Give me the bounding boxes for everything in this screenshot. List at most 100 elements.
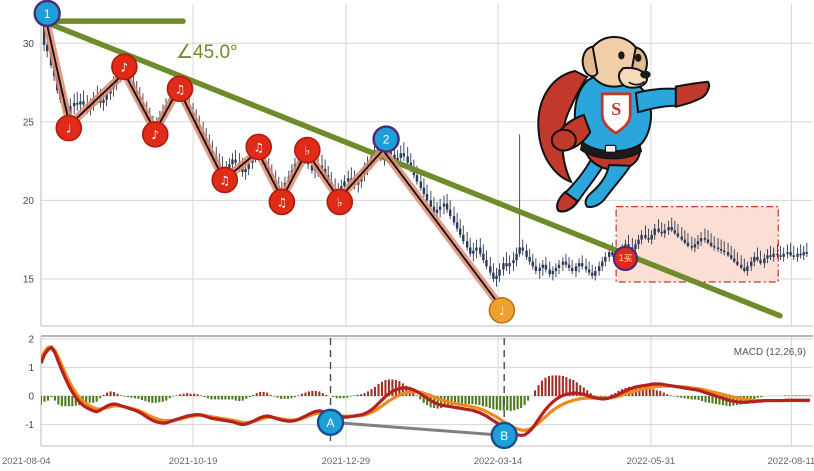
- candle-body: [432, 206, 436, 213]
- candle-body: [594, 271, 597, 276]
- wave-point-marker[interactable]: 1: [33, 0, 61, 28]
- candle-body: [347, 178, 350, 182]
- note-marker[interactable]: ♫: [211, 166, 239, 194]
- note-marker-glyph: ♭: [337, 195, 343, 209]
- note-marker[interactable]: ♩: [488, 296, 516, 324]
- candle-body: [393, 154, 396, 162]
- candle-body: [343, 181, 346, 187]
- candle-body: [548, 269, 551, 275]
- candle-body: [502, 263, 505, 270]
- note-marker-circle[interactable]: [211, 166, 239, 194]
- candle-body: [729, 255, 733, 259]
- macd-divergence-line: [330, 420, 505, 437]
- macd-legend-label: MACD (12,26,9): [734, 347, 806, 358]
- candle-body: [72, 102, 76, 107]
- candle-body: [680, 236, 683, 240]
- candle-body: [763, 258, 766, 264]
- buy-signal-marker-circle[interactable]: [612, 245, 639, 272]
- candle-body: [796, 253, 799, 257]
- note-marker-circle[interactable]: [55, 114, 83, 142]
- note-marker-circle[interactable]: [245, 133, 273, 161]
- candle-body: [597, 266, 601, 272]
- note-marker-circle[interactable]: [141, 121, 169, 148]
- candle-body: [389, 151, 392, 155]
- candle-body: [45, 44, 49, 52]
- candle-body: [554, 267, 558, 272]
- note-marker[interactable]: ♫: [268, 188, 296, 216]
- candle-body: [640, 234, 643, 240]
- macd-point-marker[interactable]: B: [490, 421, 518, 450]
- candle-body: [644, 234, 647, 239]
- note-marker-circle[interactable]: [488, 296, 516, 324]
- note-marker[interactable]: ♪: [111, 53, 138, 81]
- candle-body: [340, 186, 343, 191]
- price-y-tick-label: 30: [23, 39, 35, 50]
- macd-point-label: A: [326, 416, 334, 430]
- candle-body: [105, 93, 108, 100]
- candle-body: [607, 252, 611, 257]
- note-marker[interactable]: ♪: [141, 121, 169, 148]
- candle-body: [611, 252, 614, 256]
- macd-point-marker[interactable]: A: [316, 408, 345, 436]
- candle-body: [587, 269, 591, 273]
- candle-body: [719, 249, 723, 251]
- candle-body: [42, 18, 46, 45]
- candle-body: [733, 258, 736, 262]
- chart-markers[interactable]: ♩ ♪ ♪ ♫ ♫ ♫ ♫ ♭ ♭ ♩ 1 2 1买 A B: [33, 0, 639, 450]
- candle-body: [634, 244, 637, 250]
- macd-point-marker-circle[interactable]: [490, 421, 518, 450]
- buy-signal-label: 1买: [618, 254, 632, 264]
- note-marker[interactable]: ♫: [245, 133, 273, 161]
- note-marker-circle[interactable]: [268, 188, 296, 216]
- candle-body: [508, 263, 511, 267]
- note-marker-glyph: ♩: [499, 304, 505, 318]
- note-marker-glyph: ♪: [151, 128, 159, 142]
- candle-body: [663, 230, 666, 234]
- wave-point-marker-circle[interactable]: [33, 0, 61, 28]
- x-tick-label: 2021-12-29: [322, 456, 371, 467]
- candle-body: [667, 227, 670, 231]
- candle-body: [786, 252, 789, 254]
- note-marker[interactable]: ♫: [166, 75, 194, 103]
- note-marker[interactable]: ♩: [55, 114, 83, 142]
- note-marker-circle[interactable]: [111, 53, 138, 81]
- candle-body: [396, 157, 399, 162]
- svg-text:S: S: [611, 99, 621, 119]
- wave-point-marker[interactable]: 2: [372, 125, 400, 153]
- candle-body: [766, 255, 769, 259]
- candle-body: [769, 255, 772, 257]
- macd-y-tick-label: 0: [28, 392, 34, 403]
- candle-body: [465, 241, 469, 248]
- candle-body: [782, 253, 785, 257]
- x-tick-label: 2022-08-11: [767, 456, 814, 467]
- note-marker[interactable]: ♭: [326, 188, 354, 216]
- note-marker-circle[interactable]: [166, 75, 194, 103]
- candle-body: [604, 256, 607, 262]
- candle-body: [653, 228, 656, 235]
- note-marker-glyph: ♫: [276, 195, 287, 209]
- candle-body: [247, 162, 250, 169]
- candle-body: [82, 101, 85, 105]
- candle-body: [445, 203, 449, 210]
- note-marker-circle[interactable]: [326, 188, 354, 216]
- candle-body: [551, 271, 555, 275]
- candle-body: [776, 253, 779, 256]
- note-marker[interactable]: ♭: [294, 136, 321, 164]
- macd-point-marker-circle[interactable]: [316, 408, 345, 436]
- candle-body: [736, 261, 739, 265]
- candle-body: [577, 263, 581, 267]
- candle-body: [505, 263, 508, 267]
- candle-body: [567, 264, 571, 268]
- note-marker-glyph: ♫: [253, 140, 264, 154]
- candle-body: [712, 245, 716, 248]
- buy-signal-marker[interactable]: 1买: [612, 245, 639, 272]
- candle-body: [696, 241, 700, 245]
- wave-point-marker-circle[interactable]: [372, 125, 400, 153]
- angle-annotation-label: ∠45.0°: [176, 42, 238, 63]
- note-marker-circle[interactable]: [294, 136, 321, 164]
- candle-body: [469, 247, 472, 254]
- candle-body: [241, 167, 244, 173]
- candle-body: [406, 156, 409, 163]
- candle-body: [703, 238, 707, 240]
